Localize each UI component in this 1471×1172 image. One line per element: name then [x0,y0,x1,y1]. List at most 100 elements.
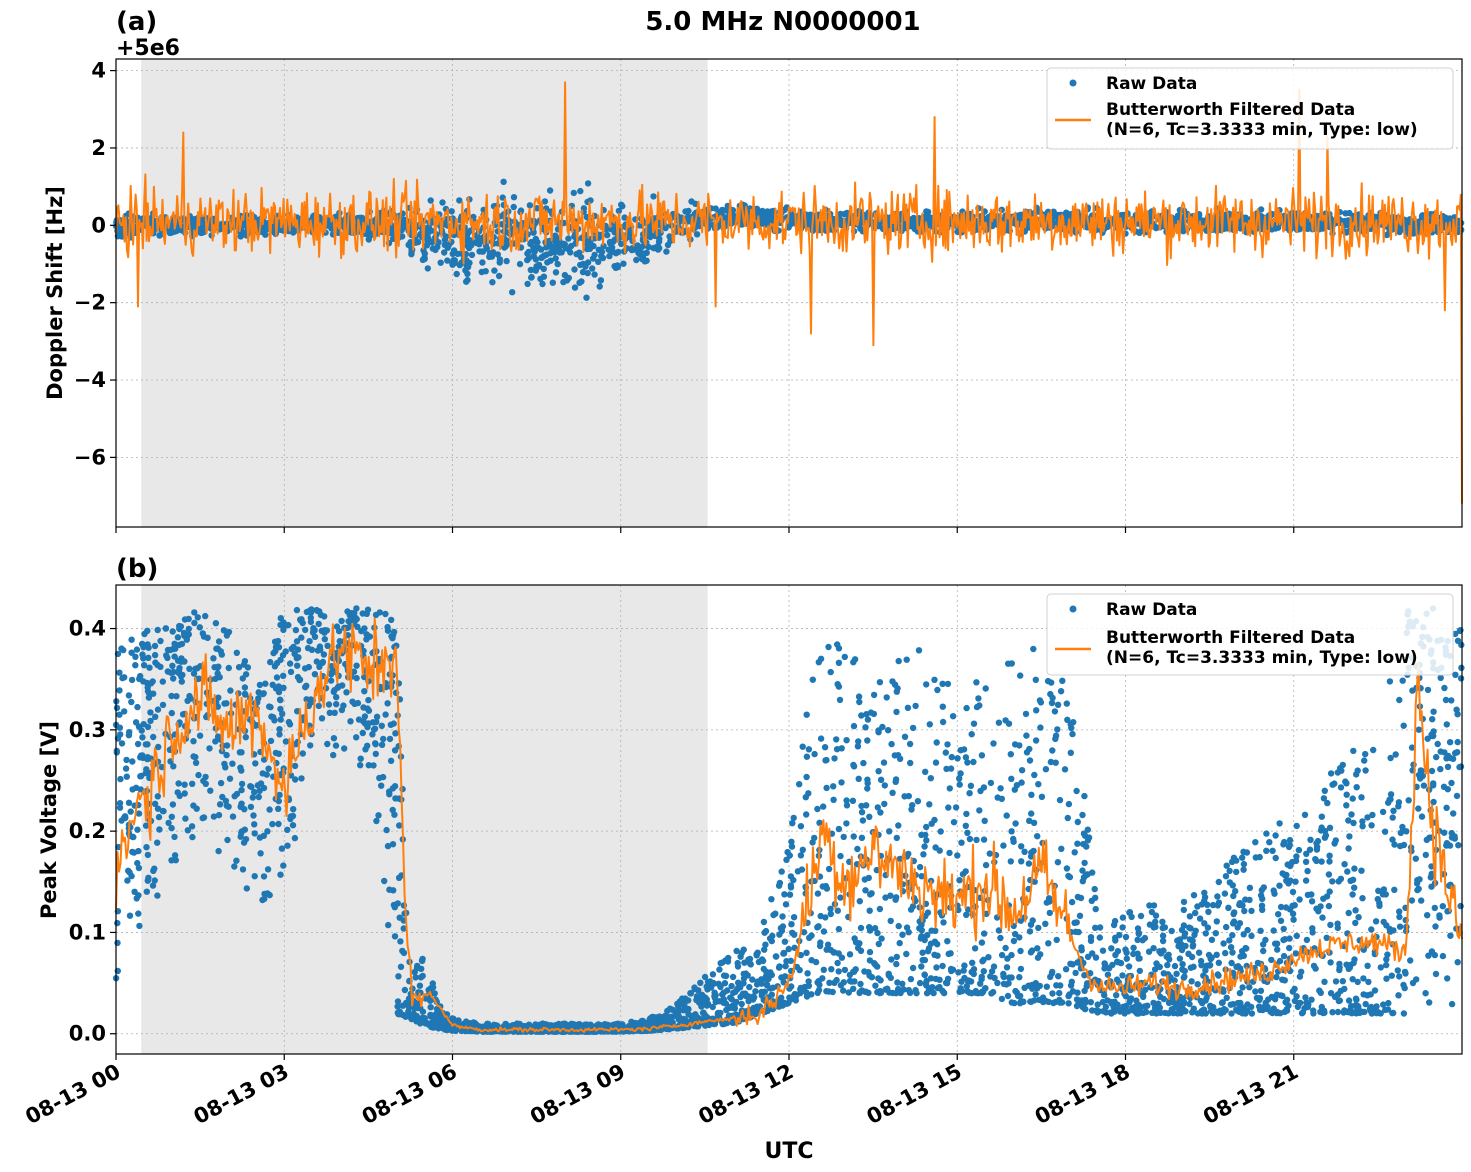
raw-data-point [788,838,795,845]
raw-data-point [1047,690,1054,698]
raw-data-point [1091,885,1098,893]
raw-data-point [375,812,382,819]
raw-data-point [114,919,121,927]
raw-data-point [183,636,190,643]
raw-data-point [1215,959,1223,966]
raw-data-point [192,759,200,766]
raw-data-point [1408,897,1416,904]
raw-data-point [123,773,130,780]
raw-data-point [823,885,831,892]
raw-data-point [237,233,244,240]
raw-data-point [1272,832,1279,839]
raw-data-point [881,800,888,808]
raw-data-point [980,968,987,975]
raw-data-point [1243,849,1251,856]
raw-data-point [353,674,360,682]
raw-data-point [147,709,154,716]
raw-data-point [182,815,189,822]
raw-data-point [319,659,326,666]
raw-data-point [318,715,326,722]
raw-data-point [1032,676,1040,683]
raw-data-point [1439,952,1447,960]
raw-data-point [1446,739,1454,746]
raw-data-point [850,761,857,769]
raw-data-point [976,702,983,709]
raw-data-point [532,256,540,263]
raw-data-point [478,248,486,255]
raw-data-point [453,270,460,278]
panel-b: (b) 0.00.10.20.30.4 Peak Voltage [V] Raw… [37,554,1465,1060]
panel-a-label: (a) [116,7,157,37]
raw-data-point [854,845,861,853]
raw-data-point [265,765,272,772]
raw-data-point [496,259,503,266]
raw-data-point [169,628,176,635]
raw-data-point [933,739,940,746]
raw-data-point [918,963,925,970]
raw-data-point [361,688,368,695]
raw-data-point [1339,978,1347,985]
raw-data-point [129,758,136,765]
raw-data-point [888,956,895,963]
raw-data-point [231,863,238,870]
raw-data-point [353,734,360,741]
raw-data-point [301,665,309,672]
raw-data-point [365,707,373,714]
raw-data-point [552,269,560,276]
raw-data-point [1422,851,1430,859]
raw-data-point [116,804,124,811]
raw-data-point [608,244,616,251]
raw-data-point [114,939,121,947]
raw-data-point [299,750,306,757]
raw-data-point [766,216,773,224]
raw-data-point [351,609,358,617]
raw-data-point [560,240,567,247]
raw-data-point [1265,996,1272,1003]
raw-data-point [923,681,930,688]
raw-data-point [1065,872,1072,880]
raw-data-point [1007,858,1014,865]
raw-data-point [247,803,255,811]
raw-data-point [1099,947,1107,954]
raw-data-point [395,973,402,980]
raw-data-point [231,793,238,800]
raw-data-point [303,682,310,689]
raw-data-point [1384,951,1391,958]
raw-data-point [134,703,141,711]
raw-data-point [373,718,380,726]
raw-data-point [618,240,625,248]
raw-data-point [392,795,399,802]
raw-data-point [803,711,810,718]
raw-data-point [362,746,369,753]
raw-data-point [892,776,900,783]
raw-data-point [154,626,161,634]
y-tick-label: −2 [74,291,106,315]
raw-data-point [151,865,158,872]
raw-data-point [134,740,142,748]
raw-data-point [841,653,848,661]
raw-data-point [1412,855,1420,862]
raw-data-point [650,193,657,200]
raw-data-point [419,256,427,264]
raw-data-point [978,939,986,946]
raw-data-point [128,698,135,706]
raw-data-point [441,249,448,256]
raw-data-point [1293,822,1300,830]
raw-data-point [1186,913,1194,920]
raw-data-point [516,260,524,268]
raw-data-point [1071,919,1078,926]
raw-data-point [729,973,737,981]
raw-data-point [1018,843,1025,850]
raw-data-point [962,868,969,875]
raw-data-point [1400,722,1407,729]
raw-data-point [874,963,881,970]
raw-data-point [893,953,900,961]
raw-data-point [495,272,503,280]
raw-data-point [606,238,614,246]
raw-data-point [981,817,988,824]
raw-data-point [1390,807,1397,814]
raw-data-point [1202,930,1210,937]
raw-data-point [1341,861,1348,868]
raw-data-point [975,695,982,702]
raw-data-point [378,782,385,789]
